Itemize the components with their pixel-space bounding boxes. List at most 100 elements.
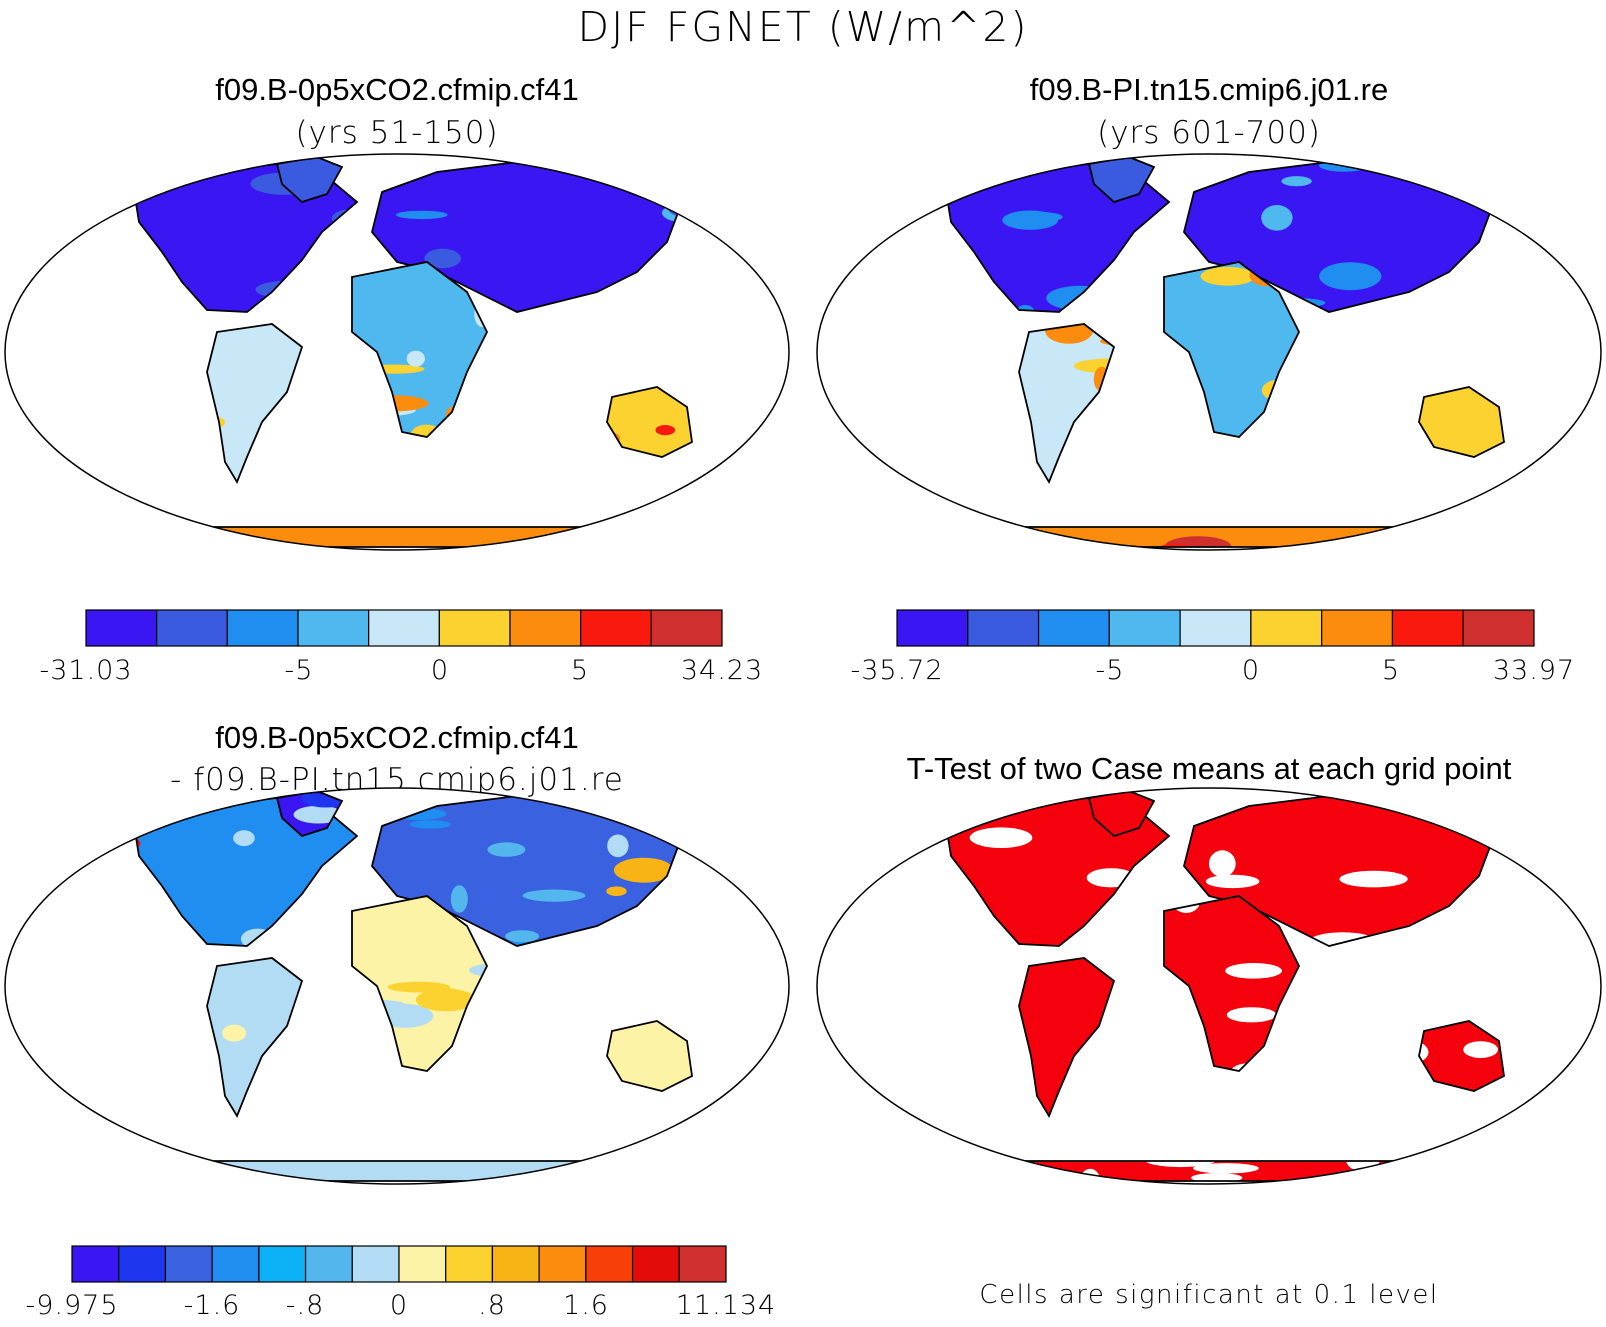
- field-patch: [0, 232, 49, 252]
- field-patch: [0, 148, 11, 161]
- field-patch: [1515, 138, 1576, 166]
- field-patch: [816, 248, 849, 263]
- field-patch: [832, 177, 891, 187]
- field-patch: [795, 1090, 844, 1117]
- colorbar-swatch: [580, 609, 652, 647]
- field-patch: [1339, 870, 1408, 888]
- field-patch: [561, 790, 578, 808]
- field-patch: [880, 1135, 901, 1161]
- field-patch: [6, 791, 70, 817]
- colorbar-swatch: [304, 1245, 353, 1283]
- field-patch: [1561, 166, 1581, 180]
- colorbar-swatch: [156, 609, 228, 647]
- field-patch: [655, 796, 682, 810]
- field-patch: [547, 144, 605, 162]
- field-patch: [0, 509, 11, 532]
- field-patch: [1, 1168, 30, 1177]
- field-patch: [808, 834, 838, 854]
- field-patch: [743, 1072, 798, 1095]
- field-patch: [1422, 157, 1454, 165]
- field-patch: [535, 535, 589, 554]
- region-samerica: [802, 811, 1114, 1116]
- field-patch: [85, 1165, 138, 1185]
- field-patch: [1019, 163, 1044, 173]
- field-patch: [1540, 501, 1562, 524]
- field-patch: [1574, 521, 1606, 529]
- field-patch: [1501, 180, 1571, 202]
- field-patch: [1409, 150, 1453, 174]
- field-patch: [1319, 262, 1382, 291]
- field-patch: [1586, 807, 1606, 825]
- field-patch: [1144, 1161, 1217, 1168]
- field-patch: [941, 813, 983, 823]
- field-patch: [53, 1151, 108, 1165]
- field-patch: [746, 833, 792, 844]
- field-patch: [692, 1113, 752, 1134]
- colorbar-2-max-label: 33.97: [1492, 655, 1576, 686]
- field-patch: [71, 781, 94, 807]
- field-patch: [1545, 1094, 1582, 1102]
- panel-3-case-title: f09.B-0p5xCO2.cfmip.cf41: [215, 720, 579, 755]
- field-patch: [853, 1105, 876, 1129]
- field-patch: [1368, 149, 1389, 165]
- map-border: [4, 153, 790, 551]
- field-patch: [12, 860, 46, 876]
- panel-1-case-title: f09.B-0p5xCO2.cfmip.cf41: [215, 72, 579, 107]
- land-fill: [97, 527, 697, 547]
- field-patch: [1565, 222, 1606, 242]
- field-patch: [767, 421, 793, 446]
- field-patch: [659, 505, 706, 518]
- field-patch: [916, 829, 946, 839]
- field-patch: [831, 179, 884, 200]
- field-patch: [194, 1170, 239, 1192]
- field-patch: [1570, 225, 1586, 244]
- field-patch: [522, 889, 586, 902]
- colorbar-swatch: [1037, 609, 1110, 647]
- coastline-africa: [351, 261, 489, 438]
- field-patch: [0, 827, 23, 840]
- field-patch: [730, 821, 766, 842]
- field-patch: [0, 541, 32, 558]
- field-patch: [1226, 1007, 1277, 1023]
- field-patch: [5, 213, 60, 238]
- land-layer: [793, 790, 1606, 1182]
- field-patch: [613, 857, 674, 883]
- field-patch: [793, 863, 843, 887]
- field-patch: [52, 161, 78, 181]
- field-patch: [796, 1148, 834, 1160]
- field-patch: [1462, 516, 1518, 538]
- field-patch: [1261, 205, 1293, 231]
- colorbar-swatch: [1108, 609, 1181, 647]
- field-patch: [12, 849, 82, 862]
- field-patch: [0, 1176, 16, 1194]
- field-patch: [1505, 173, 1553, 198]
- field-patch: [749, 468, 819, 485]
- field-patch: [1578, 190, 1606, 214]
- field-patch: [684, 516, 747, 544]
- field-patch: [802, 811, 862, 829]
- field-patch: [1225, 963, 1282, 979]
- field-patch: [719, 535, 786, 545]
- field-patch: [777, 444, 848, 452]
- field-patch: [768, 1054, 821, 1082]
- colorbar-2-min-label: -35.72: [850, 655, 944, 686]
- field-patch: [6, 148, 71, 157]
- field-patch: [1502, 165, 1537, 174]
- region-greenland: [793, 791, 1154, 887]
- field-patch: [28, 1134, 74, 1153]
- field-patch: [1471, 529, 1509, 541]
- field-patch: [743, 465, 791, 480]
- field-patch: [715, 148, 753, 156]
- field-patch: [628, 794, 661, 806]
- land-fill: [607, 1021, 692, 1091]
- field-patch: [1541, 1088, 1606, 1110]
- field-patch: [720, 223, 744, 241]
- colorbar-swatch: [1462, 609, 1535, 647]
- field-patch: [769, 1113, 819, 1126]
- field-patch: [607, 834, 629, 858]
- colorbar-2-swatches: [896, 609, 1535, 647]
- colorbar-3-tick: -1.6: [183, 1290, 241, 1321]
- field-patch: [844, 798, 899, 821]
- field-patch: [713, 791, 760, 807]
- panel-1-years: (yrs 51-150): [295, 115, 499, 151]
